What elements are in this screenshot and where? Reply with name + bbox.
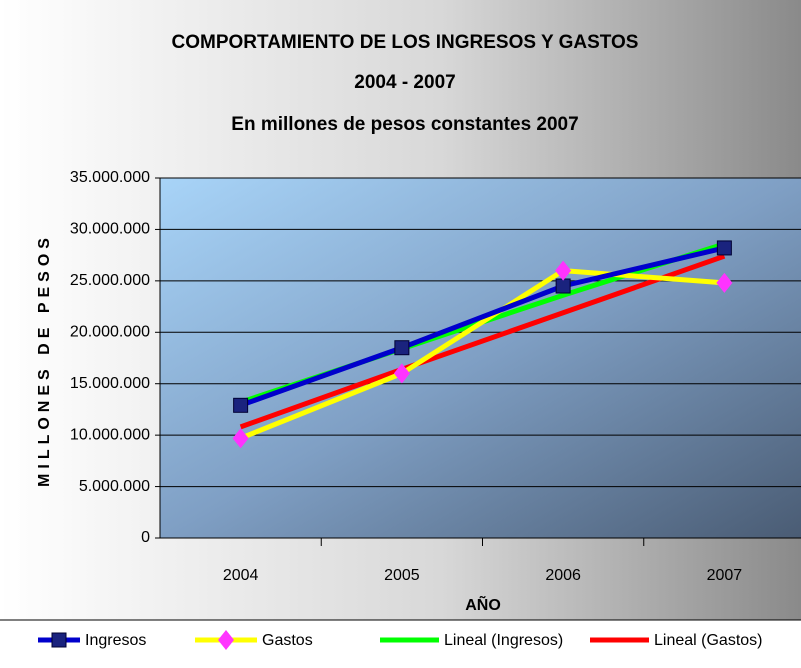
- data-point: [555, 278, 571, 294]
- y-tick-label: 25.000.000: [70, 272, 150, 289]
- legend-label: Lineal (Gastos): [654, 632, 763, 649]
- x-tick-label: 2007: [707, 567, 743, 584]
- data-point: [555, 260, 572, 281]
- y-tick-label: 20.000.000: [70, 324, 150, 341]
- chart-title: En millones de pesos constantes 2007: [231, 114, 578, 135]
- series-line: [239, 268, 725, 441]
- data-point: [716, 240, 732, 256]
- x-tick-label: 2004: [223, 567, 259, 584]
- data-point: [716, 272, 733, 293]
- x-tick-label: 2005: [384, 567, 420, 584]
- x-tick-label: 2006: [545, 567, 581, 584]
- y-tick-label: 10.000.000: [70, 426, 150, 443]
- legend-label: Lineal (Ingresos): [444, 632, 563, 649]
- y-axis-label: MILLONES DE PESOS: [36, 233, 53, 487]
- data-point: [393, 363, 410, 384]
- data-point: [233, 397, 249, 413]
- chart-title: COMPORTAMIENTO DE LOS INGRESOS Y GASTOS: [172, 32, 639, 53]
- data-point: [232, 428, 249, 449]
- legend-marker: [218, 630, 234, 650]
- x-axis-label: AÑO: [465, 594, 501, 614]
- y-tick-label: 35.000.000: [70, 169, 150, 186]
- y-tick-label: 30.000.000: [70, 221, 150, 238]
- y-tick-label: 0: [141, 529, 150, 546]
- y-tick-label: 15.000.000: [70, 375, 150, 392]
- plot-area: [160, 178, 801, 538]
- y-tick-label: 5.000.000: [79, 478, 150, 495]
- chart-title: 2004 - 2007: [354, 72, 455, 93]
- series-line: [239, 253, 726, 430]
- series-line: [239, 245, 725, 408]
- legend-label: Gastos: [262, 632, 313, 649]
- data-point: [394, 340, 410, 356]
- legend-label: Ingresos: [85, 632, 146, 649]
- legend-marker: [51, 632, 67, 648]
- legend-background: [0, 620, 801, 668]
